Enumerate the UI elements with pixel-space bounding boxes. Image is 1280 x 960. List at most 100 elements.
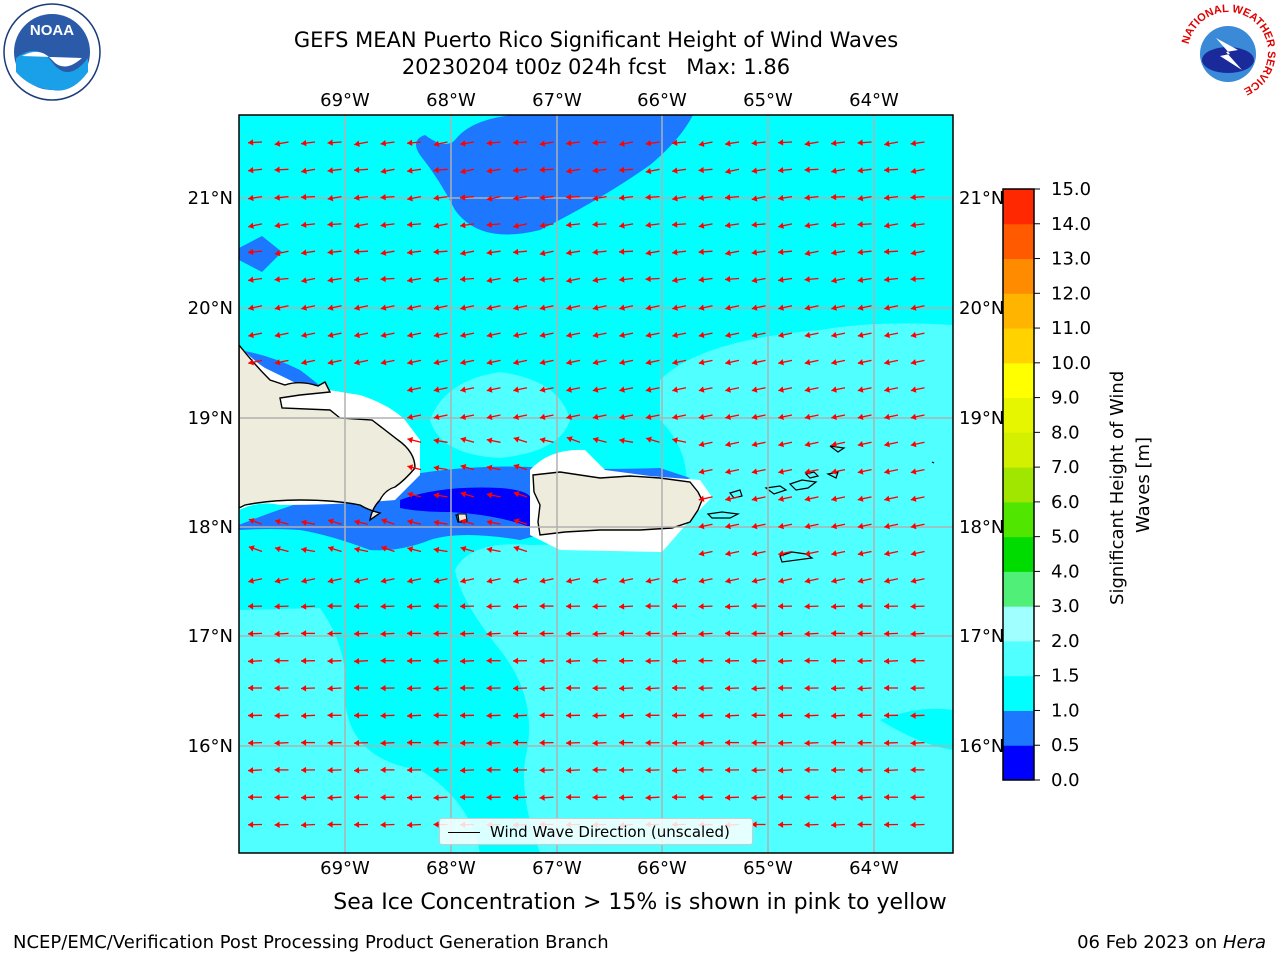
wave-direction-arrowhead <box>857 413 864 421</box>
wave-direction-arrowhead <box>884 657 890 665</box>
wave-direction-arrowhead <box>778 331 784 339</box>
wave-direction-arrowhead <box>566 386 572 393</box>
colorbar-segment <box>1003 745 1034 781</box>
wave-direction-arrowhead <box>645 577 652 584</box>
wave-direction-arrowhead <box>884 767 890 774</box>
colorbar-segment <box>1003 710 1034 746</box>
wave-direction-arrowhead <box>857 739 863 746</box>
wave-direction-arrowhead <box>725 140 731 147</box>
wave-direction-arrowhead <box>380 140 387 147</box>
wave-direction-arrowhead <box>407 221 413 228</box>
colorbar-segment <box>1003 362 1034 399</box>
wave-direction-arrowhead <box>884 276 890 283</box>
wave-direction-arrowhead <box>672 221 678 228</box>
wave-direction-arrowhead <box>327 577 334 584</box>
wave-direction-arrowhead <box>725 386 731 393</box>
wave-direction-arrowhead <box>566 630 572 637</box>
wave-direction-arrowhead <box>910 413 917 421</box>
wave-direction-arrowhead <box>248 167 254 174</box>
wave-direction-arrowhead <box>433 437 440 445</box>
lon-axis-bottom: 69°W 68°W 67°W 66°W 65°W 64°W <box>320 858 899 879</box>
wave-direction-arrowhead <box>248 767 254 774</box>
wave-direction-arrowhead <box>513 413 519 421</box>
wave-direction-arrowhead <box>592 167 599 174</box>
wave-direction-arrowhead <box>539 739 545 746</box>
wave-direction-arrowhead <box>407 712 413 719</box>
wave-direction-arrowhead <box>539 685 545 692</box>
wave-direction-arrowhead <box>354 248 360 255</box>
wave-direction-arrowhead <box>884 248 890 255</box>
wave-direction-arrowhead <box>910 221 917 229</box>
wave-direction-arrowhead <box>884 495 890 502</box>
wave-direction-arrowhead <box>539 794 545 801</box>
wave-direction-arrowhead <box>831 522 837 530</box>
wave-direction-arrowhead <box>486 603 492 610</box>
wave-direction-arrowhead <box>433 166 439 174</box>
wave-direction-arrowhead <box>725 359 731 366</box>
wave-direction-arrowhead <box>513 712 519 719</box>
colorbar-tick-label: 5.0 <box>1051 527 1080 548</box>
wave-direction-arrowhead <box>910 577 917 584</box>
wave-direction-arrowhead <box>672 249 678 256</box>
wave-direction-arrowhead <box>751 249 758 256</box>
wave-direction-arrowhead <box>778 603 784 610</box>
wave-direction-arrowhead <box>592 766 598 774</box>
wave-direction-arrowhead <box>804 577 811 584</box>
wave-direction-arrowhead <box>857 630 863 637</box>
wave-direction-arrowhead <box>407 491 414 498</box>
legend-label: Wind Wave Direction (unscaled) <box>490 823 730 841</box>
wave-direction-arrowhead <box>672 657 678 665</box>
wave-direction-arrowhead <box>884 550 890 557</box>
wave-direction-arrowhead <box>698 331 705 339</box>
wave-direction-arrowhead <box>619 630 625 637</box>
colorbar-segment <box>1003 501 1034 538</box>
wave-direction-arrowhead <box>857 468 864 475</box>
wave-direction-arrowhead <box>248 630 254 637</box>
wave-direction-arrowhead <box>354 194 360 201</box>
wave-direction-arrowhead <box>407 276 413 284</box>
wave-direction-arrowhead <box>301 221 307 229</box>
map-plot-area <box>239 115 953 853</box>
wave-direction-arrowhead <box>248 518 255 525</box>
wave-direction-arrowhead <box>328 545 334 552</box>
wave-direction-arrowhead <box>592 413 599 421</box>
wave-direction-arrowhead <box>513 577 519 584</box>
wave-direction-arrowhead <box>539 413 546 421</box>
wave-direction-arrowhead <box>460 657 466 665</box>
colorbar-segment <box>1003 606 1034 642</box>
wave-direction-arrowhead <box>354 657 360 665</box>
colorbar-segment <box>1003 432 1034 468</box>
colorbar-tick-label: 8.0 <box>1051 422 1080 443</box>
wave-direction-arrowhead <box>778 821 784 828</box>
wave-direction-arrowhead <box>354 630 360 637</box>
wave-direction-arrowhead <box>619 577 625 584</box>
wave-direction-arrowhead <box>327 739 333 746</box>
colorbar-tick-label: 3.0 <box>1051 596 1080 617</box>
wave-direction-arrowhead <box>274 657 280 664</box>
wave-direction-arrowhead <box>460 767 466 774</box>
wave-direction-arrowhead <box>751 167 758 174</box>
wave-direction-arrowhead <box>539 304 546 311</box>
colorbar-segment <box>1003 328 1034 364</box>
wave-direction-arrowhead <box>566 359 572 366</box>
colorbar-segment <box>1003 397 1034 433</box>
wave-direction-arrowhead <box>857 712 863 719</box>
wave-direction-arrowhead <box>698 194 705 202</box>
wave-direction-arrowhead <box>645 739 651 746</box>
wave-direction-arrowhead <box>804 222 811 229</box>
wave-direction-arrowhead <box>645 331 652 339</box>
wave-direction-arrowhead <box>460 413 466 421</box>
wave-direction-arrowhead <box>460 491 467 498</box>
wave-direction-arrowhead <box>433 577 440 584</box>
wave-direction-arrowhead <box>831 386 837 393</box>
wave-direction-arrowhead <box>486 359 493 366</box>
noaa-logo: NOAA <box>3 3 101 101</box>
wave-direction-arrowhead <box>725 739 731 746</box>
colorbar-tick-label: 13.0 <box>1051 249 1091 270</box>
wave-direction-arrowhead <box>645 304 652 311</box>
wave-direction-arrowhead <box>566 657 572 665</box>
wave-direction-arrowhead <box>301 577 307 584</box>
wave-direction-arrowhead <box>725 221 731 229</box>
wave-direction-arrowhead <box>539 331 546 339</box>
wave-direction-arrowhead <box>513 194 519 202</box>
